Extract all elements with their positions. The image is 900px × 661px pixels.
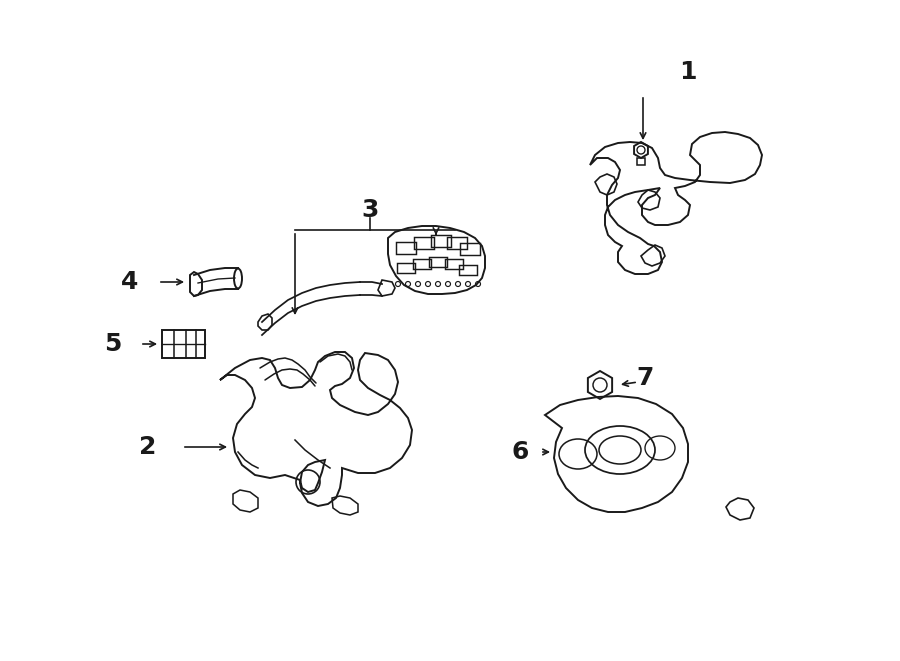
Text: 3: 3 xyxy=(361,198,379,222)
Text: 5: 5 xyxy=(104,332,122,356)
Text: 7: 7 xyxy=(636,366,653,390)
Text: 6: 6 xyxy=(511,440,528,464)
Text: 1: 1 xyxy=(680,60,697,84)
Text: 2: 2 xyxy=(140,435,157,459)
Text: 4: 4 xyxy=(122,270,139,294)
